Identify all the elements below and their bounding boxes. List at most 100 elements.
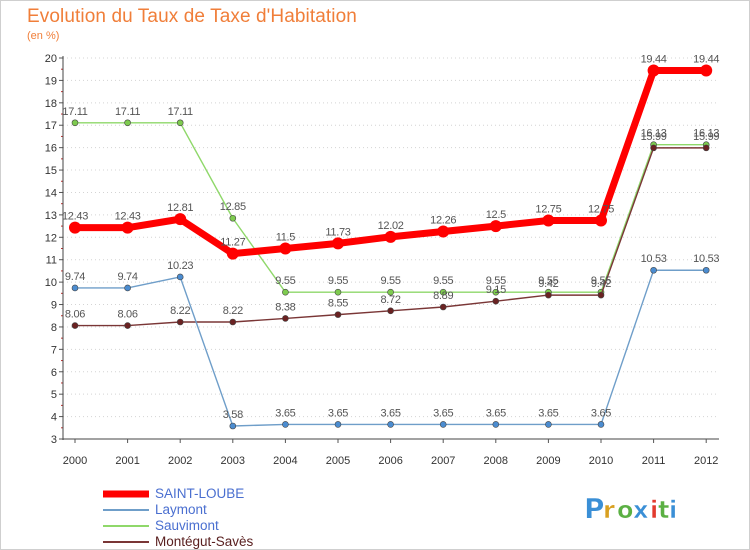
y-tick-label: 14 bbox=[45, 187, 57, 199]
data-label: 3.65 bbox=[486, 407, 506, 419]
proxiti-logo: Pr o x i t i bbox=[584, 492, 678, 526]
y-tick-label: 15 bbox=[45, 165, 57, 177]
y-tick-label: 20 bbox=[45, 53, 57, 65]
y-tick-label: 16 bbox=[45, 143, 57, 155]
logo-letter: r bbox=[603, 496, 615, 524]
legend-swatch bbox=[103, 509, 149, 511]
data-point bbox=[650, 266, 657, 274]
y-tick-label: 13 bbox=[45, 210, 57, 222]
legend-swatch bbox=[103, 525, 149, 527]
data-point bbox=[700, 64, 713, 77]
legend-label: Laymont bbox=[155, 502, 207, 517]
legend-item: Sauvimont bbox=[103, 518, 343, 534]
data-label: 17.11 bbox=[62, 106, 87, 118]
data-point bbox=[124, 322, 131, 329]
data-label: 12.43 bbox=[115, 211, 141, 223]
data-label: 9.55 bbox=[591, 275, 611, 287]
data-label: 9.74 bbox=[65, 271, 85, 283]
data-point bbox=[650, 144, 657, 152]
data-label: 8.55 bbox=[328, 298, 348, 310]
data-label: 11.27 bbox=[220, 237, 245, 249]
chart-legend: SAINT-LOUBE Laymont Sauvimont Montégut-Savè… bbox=[103, 486, 343, 550]
x-tick-label: 2009 bbox=[536, 455, 560, 467]
data-point bbox=[124, 284, 131, 292]
data-label: 16.13 bbox=[693, 128, 719, 140]
data-point bbox=[279, 242, 292, 255]
data-label: 3.65 bbox=[328, 407, 348, 419]
data-label: 15.99 bbox=[641, 131, 667, 143]
legend-swatch bbox=[103, 541, 149, 543]
x-tick-label: 2001 bbox=[115, 455, 139, 467]
data-point bbox=[702, 144, 710, 152]
data-point bbox=[71, 284, 79, 292]
data-label: 8.06 bbox=[65, 309, 85, 321]
data-point bbox=[71, 119, 79, 127]
data-label: 9.55 bbox=[380, 275, 400, 287]
data-label: 8.72 bbox=[380, 294, 400, 306]
x-tick-label: 2006 bbox=[378, 455, 402, 467]
x-tick-label: 2012 bbox=[694, 455, 718, 467]
data-point bbox=[229, 214, 237, 222]
data-point bbox=[121, 221, 134, 234]
data-point bbox=[597, 291, 605, 299]
x-tick-label: 2003 bbox=[221, 455, 245, 467]
data-label: 17.11 bbox=[168, 106, 193, 118]
legend-label: Montégut-Savès bbox=[155, 534, 254, 549]
data-label: 9.55 bbox=[275, 275, 295, 287]
data-label: 16.13 bbox=[641, 128, 667, 140]
data-point bbox=[226, 247, 239, 260]
data-point bbox=[545, 291, 552, 299]
data-point bbox=[387, 307, 394, 315]
data-label: 9.55 bbox=[433, 275, 453, 287]
data-point bbox=[545, 421, 552, 428]
y-tick-label: 12 bbox=[45, 232, 57, 244]
y-tick-label: 7 bbox=[51, 344, 57, 356]
data-label: 9.55 bbox=[538, 275, 558, 287]
data-point bbox=[387, 288, 394, 296]
data-label: 17.11 bbox=[115, 106, 140, 118]
data-label: 12.02 bbox=[378, 220, 404, 232]
data-point bbox=[334, 311, 342, 318]
data-point bbox=[334, 288, 342, 296]
data-point bbox=[489, 220, 502, 233]
y-tick-label: 11 bbox=[46, 255, 57, 267]
logo-letter: o bbox=[617, 496, 634, 524]
data-point bbox=[387, 421, 394, 428]
x-tick-label: 2004 bbox=[273, 455, 297, 467]
data-point bbox=[282, 288, 289, 296]
data-point bbox=[439, 421, 447, 428]
data-label: 3.65 bbox=[591, 407, 611, 419]
data-label: 8.38 bbox=[275, 301, 295, 313]
data-point bbox=[492, 288, 500, 296]
data-label: 3.58 bbox=[223, 409, 243, 421]
y-tick-label: 19 bbox=[45, 75, 57, 87]
data-point bbox=[69, 221, 81, 234]
data-label: 9.74 bbox=[117, 271, 137, 283]
data-point bbox=[439, 303, 447, 311]
data-point bbox=[174, 213, 187, 226]
logo-letter: x bbox=[633, 496, 649, 524]
data-point bbox=[229, 318, 237, 326]
y-tick-label: 8 bbox=[51, 322, 57, 334]
data-label: 11.73 bbox=[325, 226, 350, 238]
y-tick-label: 6 bbox=[51, 367, 57, 379]
data-point bbox=[334, 421, 342, 428]
data-label: 19.44 bbox=[641, 54, 667, 66]
data-label: 8.22 bbox=[223, 305, 243, 317]
data-label: 9.15 bbox=[486, 284, 506, 296]
legend-item: SAINT-LOUBE bbox=[103, 486, 343, 502]
data-label: 15.99 bbox=[693, 131, 719, 143]
y-tick-label: 4 bbox=[51, 412, 57, 424]
logo-letter: i bbox=[669, 496, 677, 524]
data-point bbox=[384, 230, 397, 243]
legend-label: Sauvimont bbox=[155, 518, 219, 533]
data-point bbox=[702, 266, 710, 274]
x-tick-label: 2010 bbox=[589, 455, 613, 467]
x-tick-label: 2011 bbox=[642, 455, 666, 467]
legend-label: SAINT-LOUBE bbox=[155, 486, 245, 501]
x-tick-label: 2007 bbox=[431, 455, 455, 467]
data-label: 3.65 bbox=[380, 407, 400, 419]
data-point bbox=[124, 119, 131, 127]
data-label: 10.53 bbox=[641, 253, 667, 265]
